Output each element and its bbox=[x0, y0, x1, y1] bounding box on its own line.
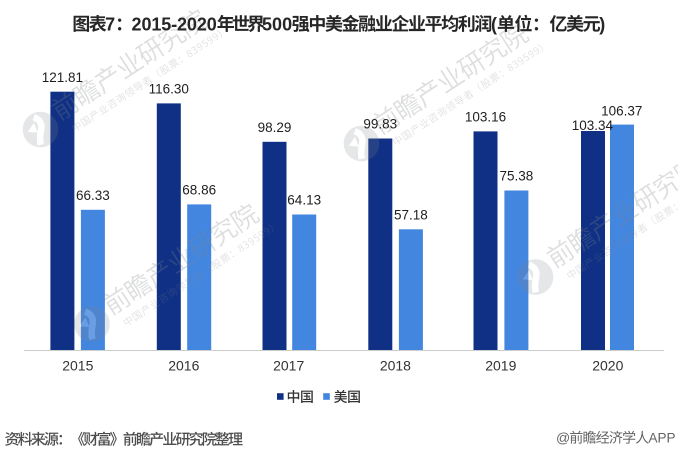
svg-text:116.30: 116.30 bbox=[149, 82, 189, 97]
svg-text:68.86: 68.86 bbox=[182, 183, 216, 198]
svg-text:500: 500 bbox=[262, 14, 292, 34]
svg-text:2016: 2016 bbox=[168, 357, 199, 373]
svg-text:57.18: 57.18 bbox=[394, 208, 428, 223]
svg-text:106.37: 106.37 bbox=[601, 103, 642, 118]
svg-text:99.83: 99.83 bbox=[363, 117, 397, 132]
svg-text:): ) bbox=[599, 14, 605, 34]
svg-text:2015-2020: 2015-2020 bbox=[132, 14, 217, 34]
svg-text:98.29: 98.29 bbox=[258, 120, 292, 135]
svg-text:103.16: 103.16 bbox=[465, 110, 506, 125]
svg-text:103.34: 103.34 bbox=[572, 118, 614, 133]
svg-text:APP: APP bbox=[649, 431, 676, 446]
svg-text:2018: 2018 bbox=[380, 357, 411, 373]
svg-text:2015: 2015 bbox=[62, 357, 93, 373]
svg-text:7: 7 bbox=[105, 14, 115, 34]
svg-text:75.38: 75.38 bbox=[500, 169, 534, 184]
svg-text:2019: 2019 bbox=[485, 357, 516, 373]
svg-text:64.13: 64.13 bbox=[287, 193, 321, 208]
svg-text:(: ( bbox=[491, 14, 497, 34]
svg-text:@: @ bbox=[556, 430, 570, 446]
svg-text:2017: 2017 bbox=[273, 357, 304, 373]
svg-text:121.81: 121.81 bbox=[42, 70, 83, 85]
svg-text:66.33: 66.33 bbox=[76, 188, 110, 203]
svg-text:2020: 2020 bbox=[592, 357, 623, 373]
